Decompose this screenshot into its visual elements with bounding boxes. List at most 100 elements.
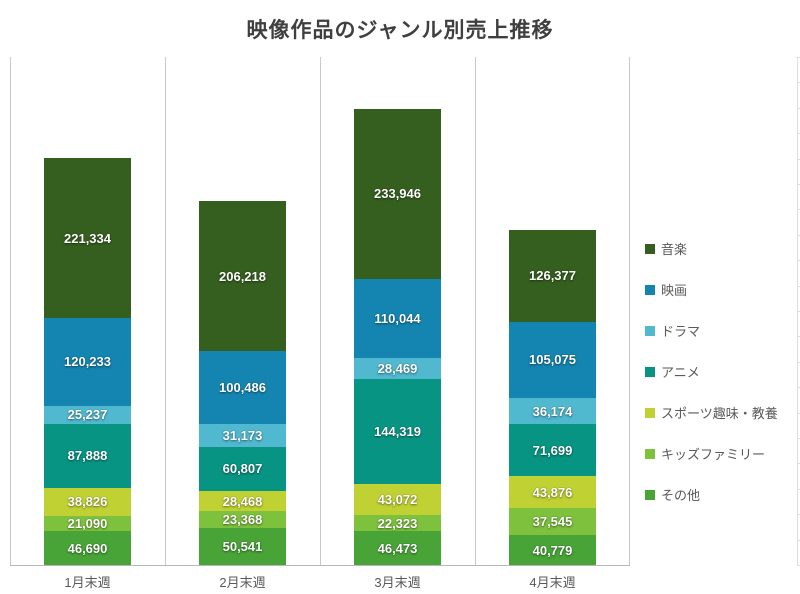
bar-segment: 46,473 xyxy=(354,531,441,565)
bar-segment: 87,888 xyxy=(44,423,131,488)
x-axis-label: 1月末週 xyxy=(64,575,111,590)
legend-swatch xyxy=(645,284,655,295)
legend-label: ドラマ xyxy=(661,324,701,339)
legend-item: アニメ xyxy=(645,362,778,381)
legend-label: スポーツ趣味・教養 xyxy=(661,406,778,421)
right-edge-tick xyxy=(797,488,800,490)
data-label: 43,876 xyxy=(532,484,573,500)
right-edge-tick xyxy=(797,412,800,414)
bar-segment: 110,044 xyxy=(354,278,441,359)
data-label: 31,173 xyxy=(222,427,263,443)
legend-item: 音楽 xyxy=(645,239,778,258)
bar-segment: 25,237 xyxy=(44,405,131,424)
right-edge-tick xyxy=(797,361,800,363)
right-edge-tick xyxy=(797,158,800,160)
stacked-bar: 206,218 100,486 31,173 60,807 28,468 23,368 50… xyxy=(199,201,286,565)
right-edge-tick xyxy=(797,336,800,338)
bar-segment: 60,807 xyxy=(199,446,286,491)
data-label: 126,377 xyxy=(529,268,576,284)
legend-swatch xyxy=(645,243,655,254)
legend-label: 音楽 xyxy=(661,242,688,257)
legend: 音楽映画ドラマアニメスポーツ趣味・教養 キッズファミリー その他 xyxy=(645,239,778,504)
bar-segment: 105,075 xyxy=(509,321,596,399)
right-edge-tick xyxy=(797,565,800,566)
data-label: 60,807 xyxy=(222,461,263,477)
bar-segment: 126,377 xyxy=(509,230,596,322)
bar-segment: 43,072 xyxy=(354,483,441,516)
x-axis: 1月末週 2月末週 3月末週 4月末週 xyxy=(10,572,630,592)
data-label: 144,319 xyxy=(374,423,421,439)
data-label: 28,469 xyxy=(377,361,418,377)
bar-segment: 46,690 xyxy=(44,531,131,565)
legend-label: 映画 xyxy=(661,283,688,298)
bar-segment: 221,334 xyxy=(44,157,131,319)
data-label: 46,473 xyxy=(377,540,418,556)
data-label: 40,779 xyxy=(532,542,573,558)
right-edge-tick xyxy=(797,234,800,236)
bar-segment: 50,541 xyxy=(199,528,286,565)
x-axis-label: 2月末週 xyxy=(219,575,266,590)
right-edge-tick xyxy=(797,463,800,465)
data-label: 36,174 xyxy=(532,403,573,419)
right-edge-tick xyxy=(797,107,800,109)
bar-segment: 100,486 xyxy=(199,351,286,424)
legend-label: アニメ xyxy=(661,365,700,380)
right-edge-tick xyxy=(797,539,800,541)
legend-swatch xyxy=(645,325,655,336)
data-label: 38,826 xyxy=(67,494,108,510)
data-label: 37,545 xyxy=(532,514,573,530)
bar-segment: 144,319 xyxy=(354,379,441,484)
right-edge-tick xyxy=(797,133,800,135)
bar-segment: 206,218 xyxy=(199,201,286,352)
x-axis-label: 3月末週 xyxy=(374,575,421,590)
right-edge-tick xyxy=(797,82,800,84)
right-edge-tick xyxy=(797,311,800,312)
legend-item: ドラマ xyxy=(645,321,778,340)
data-label: 22,323 xyxy=(377,515,418,531)
legend-label: その他 xyxy=(661,488,701,503)
right-edge-tick xyxy=(797,387,800,389)
right-edge-tick xyxy=(797,184,800,185)
right-edge-tick xyxy=(797,260,800,262)
bar-segment: 21,090 xyxy=(44,515,131,532)
data-label: 233,946 xyxy=(374,186,421,202)
data-label: 28,468 xyxy=(222,493,263,509)
data-label: 206,218 xyxy=(219,268,266,284)
bar-segment: 71,699 xyxy=(509,424,596,477)
data-label: 43,072 xyxy=(377,491,418,507)
bar-segment: 36,174 xyxy=(509,398,596,425)
data-label: 50,541 xyxy=(222,539,263,555)
plot-area: 221,334 120,233 25,237 87,888 38,826 21,090 46… xyxy=(10,57,630,565)
data-label: 25,237 xyxy=(67,407,108,423)
bar-segment: 28,469 xyxy=(354,358,441,380)
data-label: 23,368 xyxy=(222,512,263,528)
data-label: 105,075 xyxy=(529,352,576,368)
data-label: 110,044 xyxy=(374,311,421,327)
legend-swatch xyxy=(645,407,655,418)
right-edge-tick xyxy=(797,514,800,516)
bar-segment: 38,826 xyxy=(44,487,131,516)
legend-item: キッズファミリー xyxy=(645,444,778,463)
bar-segment: 23,368 xyxy=(199,511,286,529)
bar-segment: 31,173 xyxy=(199,423,286,447)
legend-swatch xyxy=(645,366,655,377)
chart-title: 映像作品のジャンル別売上推移 xyxy=(246,19,554,42)
legend-item: その他 xyxy=(645,485,778,504)
data-label: 221,334 xyxy=(64,230,111,246)
x-axis-line xyxy=(10,565,630,566)
legend-label: キッズファミリー xyxy=(661,447,766,462)
category-separator-line xyxy=(165,57,166,565)
category-separator-line xyxy=(475,57,476,565)
stacked-bar: 126,377 105,075 36,174 71,699 43,876 37,545 40… xyxy=(509,230,596,565)
category-separator-line xyxy=(629,57,630,565)
data-label: 120,233 xyxy=(64,354,111,370)
right-edge-tick xyxy=(797,209,800,211)
legend-item: スポーツ趣味・教養 xyxy=(645,403,778,422)
bar-segment: 37,545 xyxy=(509,508,596,536)
bar-segment: 120,233 xyxy=(44,318,131,406)
data-label: 46,690 xyxy=(67,540,108,556)
stacked-bar: 221,334 120,233 25,237 87,888 38,826 21,090 46… xyxy=(44,157,131,565)
data-label: 100,486 xyxy=(219,380,266,396)
x-axis-label: 4月末週 xyxy=(529,575,576,590)
